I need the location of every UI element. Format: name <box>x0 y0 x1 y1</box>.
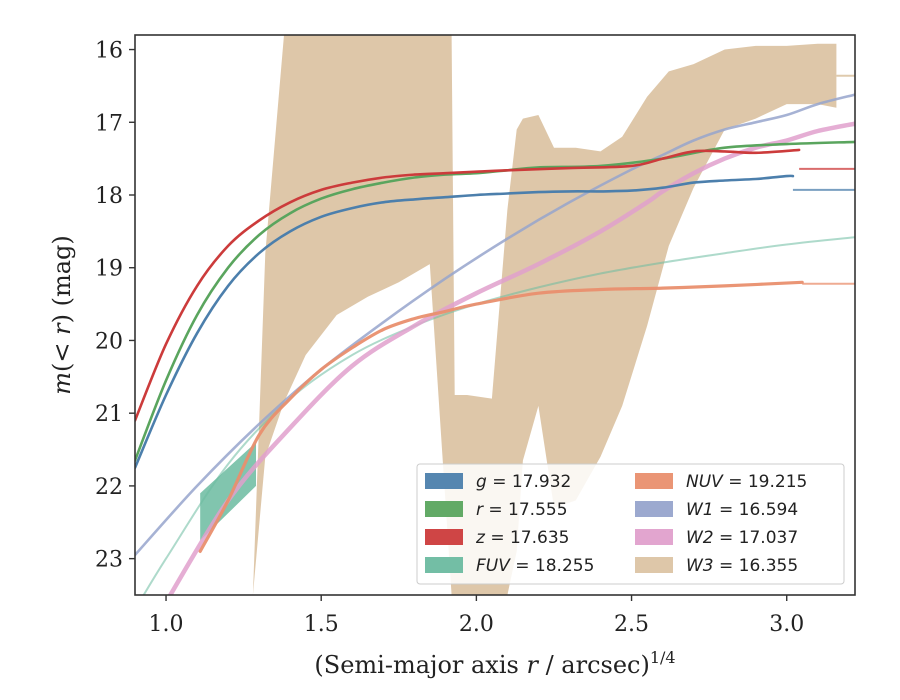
y-tick-label: 21 <box>95 402 123 427</box>
y-tick-label: 19 <box>95 257 123 282</box>
legend-label: W1 = 16.594 <box>686 500 798 520</box>
legend-swatch <box>425 557 463 573</box>
legend-swatch <box>635 501 673 517</box>
series-g-line <box>135 174 795 469</box>
legend-label: r = 17.555 <box>476 500 568 520</box>
x-tick-label: 2.0 <box>459 612 494 637</box>
legend-swatch <box>425 529 463 545</box>
legend-swatch <box>425 473 463 489</box>
legend-swatch <box>425 501 463 517</box>
legend: g = 17.932 r = 17.555 z = 17.635 FUV = 18.2… <box>416 463 845 585</box>
y-tick-label: 17 <box>95 111 123 136</box>
y-tick-label: 22 <box>95 475 123 500</box>
x-tick-label: 1.5 <box>304 612 339 637</box>
y-axis: 16 17 18 19 20 21 22 23 <box>95 39 135 573</box>
legend-swatch <box>635 473 673 489</box>
legend-swatch <box>635 529 673 545</box>
legend-label: FUV = 18.255 <box>476 556 594 576</box>
y-tick-label: 23 <box>95 548 123 573</box>
x-axis-label: (Semi-major axis r / arcsec)1/4 <box>314 648 675 679</box>
y-axis-label: m(< r) (mag) <box>48 235 76 395</box>
y-tick-label: 18 <box>95 184 123 209</box>
series-w1-line <box>135 93 855 557</box>
x-tick-label: 3.0 <box>769 612 804 637</box>
y-tick-label: 16 <box>95 39 123 64</box>
y-tick-label: 20 <box>95 329 123 354</box>
legend-label: g = 17.932 <box>476 472 571 492</box>
x-tick-label: 1.0 <box>149 612 184 637</box>
x-tick-label: 2.5 <box>614 612 649 637</box>
x-axis: 1.0 1.5 2.0 2.5 3.0 <box>149 595 804 637</box>
legend-swatch <box>635 557 673 573</box>
plot-area <box>135 35 855 595</box>
series-nuv-line <box>198 280 804 553</box>
plot-frame <box>134 34 856 596</box>
legend-label: z = 17.635 <box>475 528 569 548</box>
legend-box <box>416 463 845 585</box>
series-z-line <box>135 148 801 422</box>
legend-label: W2 = 17.037 <box>686 528 798 548</box>
legend-label: NUV = 19.215 <box>686 472 807 492</box>
legend-label: W3 = 16.355 <box>686 556 798 576</box>
